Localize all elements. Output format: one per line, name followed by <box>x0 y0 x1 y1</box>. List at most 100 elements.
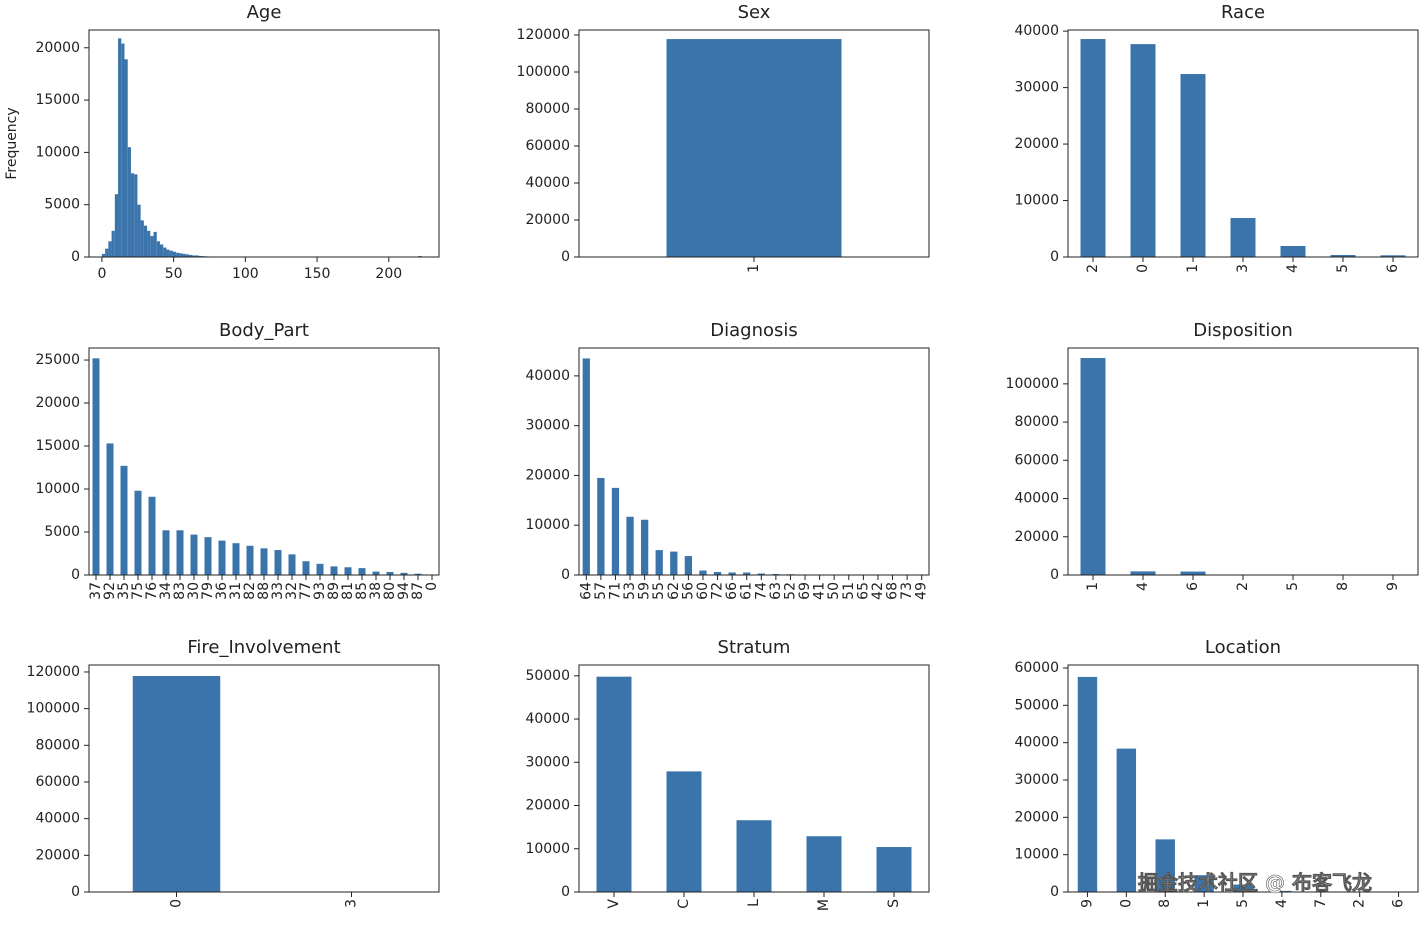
x-tick-label: 63 <box>768 582 784 600</box>
y-tick-label: 80000 <box>1014 414 1059 430</box>
y-tick-label: 20000 <box>1014 136 1059 152</box>
x-tick-label: 0 <box>424 582 440 591</box>
y-tick-label: 0 <box>1050 567 1059 583</box>
plot-frame <box>88 347 440 576</box>
x-tick-label: 150 <box>304 266 331 282</box>
bar <box>316 563 324 575</box>
y-tick-label: 0 <box>1050 884 1059 900</box>
x-tick-label: 2 <box>1352 899 1368 908</box>
histogram-bar <box>121 43 125 258</box>
bar <box>655 550 663 575</box>
x-tick-label: 53 <box>622 582 638 600</box>
bar <box>1080 39 1106 258</box>
x-tick-label: 0 <box>1118 899 1134 908</box>
bar <box>757 573 765 575</box>
histogram-bar <box>166 249 170 257</box>
x-tick-label: 83 <box>172 582 188 600</box>
y-tick-label: 20000 <box>525 212 570 228</box>
y-tick-label: 80000 <box>35 737 80 753</box>
x-tick-label: 5 <box>1285 582 1301 591</box>
x-tick-label: 56 <box>680 582 696 600</box>
chart-title: Age <box>247 2 282 23</box>
y-tick-label: 10000 <box>35 144 80 160</box>
bar <box>414 573 422 575</box>
watermark: 掘金技术社区 @ 布客飞龙 <box>1138 871 1372 895</box>
bar <box>1130 571 1156 575</box>
x-tick-label: 79 <box>200 582 216 600</box>
bar <box>876 847 912 892</box>
y-tick-label: 25000 <box>35 352 80 368</box>
y-tick-label: 40000 <box>1014 735 1059 751</box>
bar <box>134 490 142 575</box>
y-tick-label: 40000 <box>525 711 570 727</box>
y-tick-label: 10000 <box>525 517 570 533</box>
y-tick-label: 20000 <box>1014 809 1059 825</box>
y-tick-label: 50000 <box>525 668 570 684</box>
bar <box>640 519 649 575</box>
x-tick-label: 0 <box>1135 264 1151 273</box>
bar <box>132 676 221 892</box>
x-tick-label: 55 <box>651 582 667 600</box>
x-tick-label: 4 <box>1274 899 1290 908</box>
bar <box>1077 676 1098 892</box>
x-tick-label: 8 <box>1335 582 1351 591</box>
bar <box>204 537 212 575</box>
x-tick-label: 5 <box>1235 899 1251 908</box>
y-tick-label: 60000 <box>1014 452 1059 468</box>
bar <box>582 358 590 575</box>
y-tick-label: 20000 <box>35 40 80 56</box>
x-tick-label: 85 <box>354 582 370 600</box>
x-tick-label: L <box>746 899 762 907</box>
x-tick-label: 0 <box>97 266 106 282</box>
bar <box>611 487 620 575</box>
y-tick-label: 30000 <box>525 754 570 770</box>
chart-title: Race <box>1221 2 1265 23</box>
bar <box>666 771 702 892</box>
x-tick-label: C <box>676 899 692 909</box>
bar <box>274 550 282 575</box>
y-tick-label: 0 <box>1050 249 1059 265</box>
x-tick-label: 64 <box>578 582 594 600</box>
chart-title: Body_Part <box>219 320 309 341</box>
histogram-bar <box>189 254 193 257</box>
y-tick-label: 0 <box>561 249 570 265</box>
x-tick-label: 2 <box>1235 582 1251 591</box>
y-tick-label: 40000 <box>1014 23 1059 39</box>
histogram-bar <box>150 236 154 257</box>
y-tick-label: 30000 <box>1014 80 1059 96</box>
bar <box>218 540 226 575</box>
y-tick-label: 10000 <box>35 481 80 497</box>
histogram-bar <box>127 147 131 257</box>
x-tick-label: 6 <box>1391 899 1407 908</box>
x-tick-label: 33 <box>270 582 286 600</box>
chart-title: Diagnosis <box>710 320 798 341</box>
x-tick-label: 89 <box>326 582 342 600</box>
histogram-bar <box>130 173 135 257</box>
y-tick-label: 20000 <box>1014 529 1059 545</box>
bar <box>1272 890 1292 892</box>
histogram-bar <box>192 255 196 257</box>
bar <box>232 543 240 575</box>
histogram-bar <box>140 220 144 257</box>
x-tick-label: 36 <box>214 582 230 600</box>
histogram-bar <box>160 244 164 257</box>
bar <box>330 566 338 575</box>
y-tick-label: 20000 <box>525 798 570 814</box>
bar <box>106 443 114 575</box>
bar <box>597 477 605 575</box>
histogram-bar <box>153 231 157 257</box>
bar <box>1180 74 1206 258</box>
bar <box>344 567 352 575</box>
x-tick-label: S <box>886 899 902 908</box>
histogram-bar <box>176 252 180 257</box>
plot-frame <box>1067 29 1419 258</box>
x-tick-label: 59 <box>637 582 653 600</box>
y-tick-label: 120000 <box>27 664 80 680</box>
x-tick-label: M <box>816 899 832 911</box>
bar <box>743 572 751 575</box>
bar <box>386 571 394 575</box>
histogram-bar <box>147 230 151 257</box>
chart-title: Stratum <box>718 637 791 658</box>
bar <box>1116 748 1137 892</box>
